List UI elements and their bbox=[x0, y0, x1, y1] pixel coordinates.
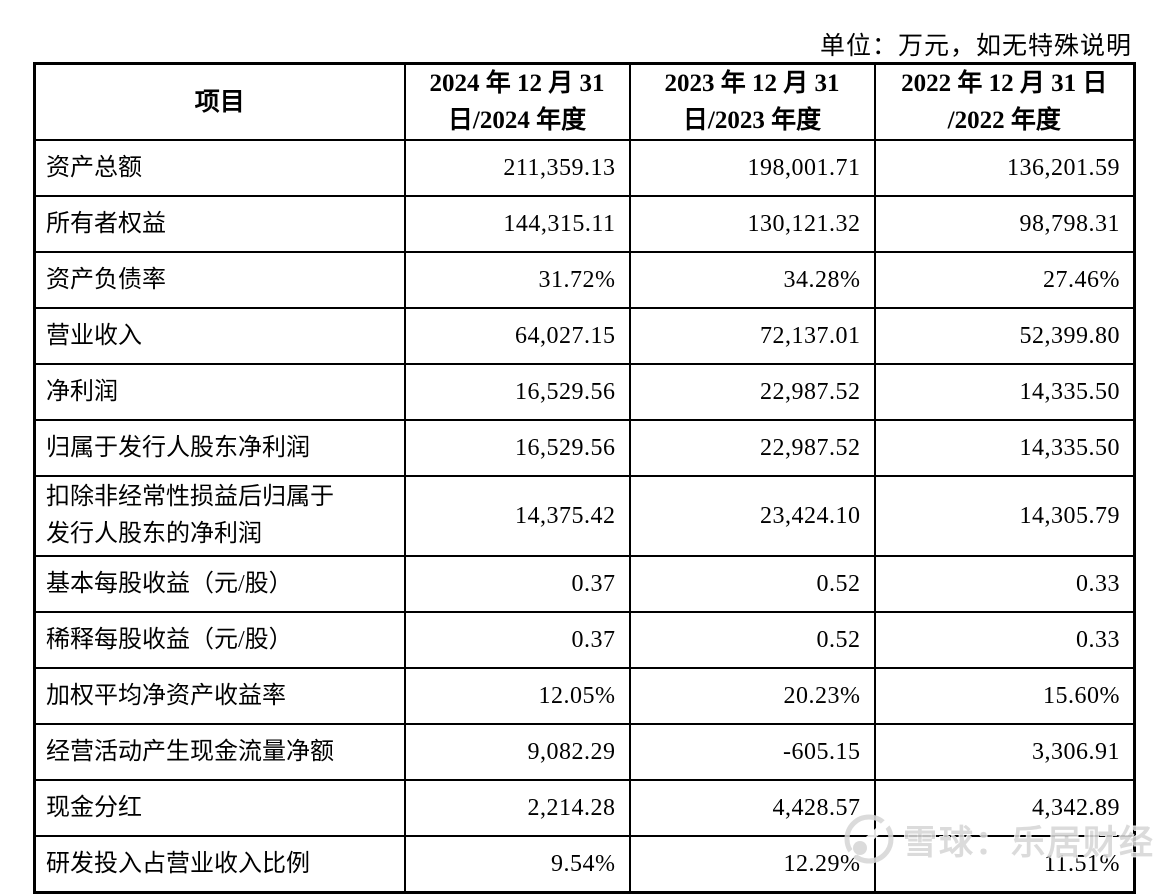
value-2023: 12.29% bbox=[628, 835, 876, 894]
value-2024: 64,027.15 bbox=[403, 307, 631, 365]
table-row: 扣除非经常性损益后归属于 发行人股东的净利润 14,375.42 23,424.… bbox=[33, 475, 1136, 557]
value-2024: 0.37 bbox=[403, 555, 631, 613]
column-header-2024: 2024 年 12 月 31 日/2024 年度 bbox=[403, 62, 631, 141]
column-header-item: 项目 bbox=[33, 62, 406, 141]
value-2023: 198,001.71 bbox=[628, 139, 876, 197]
value-2024: 14,375.42 bbox=[403, 475, 631, 557]
value-2023: 23,424.10 bbox=[628, 475, 876, 557]
table-row: 基本每股收益（元/股） 0.37 0.52 0.33 bbox=[33, 555, 1136, 613]
table-row: 研发投入占营业收入比例 9.54% 12.29% 11.51% bbox=[33, 835, 1136, 894]
value-2024: 9,082.29 bbox=[403, 723, 631, 781]
table-row: 现金分红 2,214.28 4,428.57 4,342.89 bbox=[33, 779, 1136, 837]
value-2023: 130,121.32 bbox=[628, 195, 876, 253]
value-2024: 0.37 bbox=[403, 611, 631, 669]
table-row: 经营活动产生现金流量净额 9,082.29 -605.15 3,306.91 bbox=[33, 723, 1136, 781]
table-row: 净利润 16,529.56 22,987.52 14,335.50 bbox=[33, 363, 1136, 421]
value-2023: 20.23% bbox=[628, 667, 876, 725]
value-2022: 4,342.89 bbox=[873, 779, 1136, 837]
row-label: 所有者权益 bbox=[33, 195, 406, 253]
value-2024: 12.05% bbox=[403, 667, 631, 725]
row-label: 资产总额 bbox=[33, 139, 406, 197]
row-label: 基本每股收益（元/股） bbox=[33, 555, 406, 613]
header-row: 项目 2024 年 12 月 31 日/2024 年度 2023 年 12 月 … bbox=[33, 62, 1136, 141]
value-2022: 14,335.50 bbox=[873, 419, 1136, 477]
value-2022: 27.46% bbox=[873, 251, 1136, 309]
table-row: 所有者权益 144,315.11 130,121.32 98,798.31 bbox=[33, 195, 1136, 253]
row-label: 营业收入 bbox=[33, 307, 406, 365]
row-label: 扣除非经常性损益后归属于 发行人股东的净利润 bbox=[33, 475, 406, 557]
row-label: 现金分红 bbox=[33, 779, 406, 837]
row-label: 归属于发行人股东净利润 bbox=[33, 419, 406, 477]
value-2022: 0.33 bbox=[873, 611, 1136, 669]
table-row: 营业收入 64,027.15 72,137.01 52,399.80 bbox=[33, 307, 1136, 365]
value-2023: 0.52 bbox=[628, 611, 876, 669]
value-2022: 0.33 bbox=[873, 555, 1136, 613]
value-2024: 16,529.56 bbox=[403, 363, 631, 421]
value-2022: 15.60% bbox=[873, 667, 1136, 725]
unit-note: 单位：万元，如无特殊说明 bbox=[819, 33, 1132, 60]
value-2022: 136,201.59 bbox=[873, 139, 1136, 197]
row-label: 研发投入占营业收入比例 bbox=[33, 835, 406, 894]
value-2022: 98,798.31 bbox=[873, 195, 1136, 253]
value-2024: 16,529.56 bbox=[403, 419, 631, 477]
value-2022: 11.51% bbox=[873, 835, 1136, 894]
value-2024: 2,214.28 bbox=[403, 779, 631, 837]
table-row: 资产负债率 31.72% 34.28% 27.46% bbox=[33, 251, 1136, 309]
row-label: 稀释每股收益（元/股） bbox=[33, 611, 406, 669]
row-label: 净利润 bbox=[33, 363, 406, 421]
row-label: 经营活动产生现金流量净额 bbox=[33, 723, 406, 781]
value-2022: 52,399.80 bbox=[873, 307, 1136, 365]
value-2024: 211,359.13 bbox=[403, 139, 631, 197]
value-2024: 9.54% bbox=[403, 835, 631, 894]
value-2024: 31.72% bbox=[403, 251, 631, 309]
row-label: 加权平均净资产收益率 bbox=[33, 667, 406, 725]
value-2023: 22,987.52 bbox=[628, 419, 876, 477]
value-2023: 4,428.57 bbox=[628, 779, 876, 837]
value-2023: 72,137.01 bbox=[628, 307, 876, 365]
value-2023: 0.52 bbox=[628, 555, 876, 613]
table-row: 稀释每股收益（元/股） 0.37 0.52 0.33 bbox=[33, 611, 1136, 669]
value-2023: 22,987.52 bbox=[628, 363, 876, 421]
value-2022: 3,306.91 bbox=[873, 723, 1136, 781]
financial-summary-table: 项目 2024 年 12 月 31 日/2024 年度 2023 年 12 月 … bbox=[33, 62, 1136, 894]
value-2022: 14,335.50 bbox=[873, 363, 1136, 421]
value-2023: -605.15 bbox=[628, 723, 876, 781]
row-label: 资产负债率 bbox=[33, 251, 406, 309]
value-2024: 144,315.11 bbox=[403, 195, 631, 253]
value-2022: 14,305.79 bbox=[873, 475, 1136, 557]
table-row: 归属于发行人股东净利润 16,529.56 22,987.52 14,335.5… bbox=[33, 419, 1136, 477]
table-row: 加权平均净资产收益率 12.05% 20.23% 15.60% bbox=[33, 667, 1136, 725]
value-2023: 34.28% bbox=[628, 251, 876, 309]
table-row: 资产总额 211,359.13 198,001.71 136,201.59 bbox=[33, 139, 1136, 197]
column-header-2022: 2022 年 12 月 31 日 /2022 年度 bbox=[873, 62, 1136, 141]
column-header-2023: 2023 年 12 月 31 日/2023 年度 bbox=[628, 62, 876, 141]
